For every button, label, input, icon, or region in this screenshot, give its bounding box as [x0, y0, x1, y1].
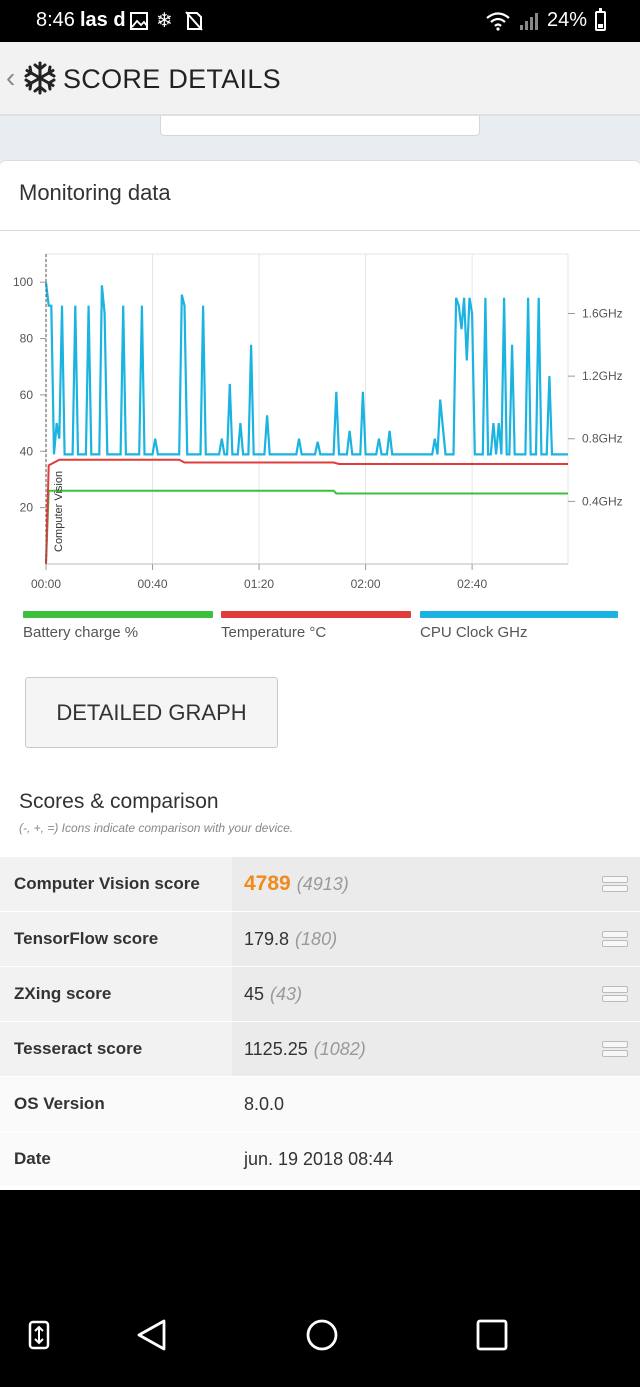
notification-text: las d	[80, 9, 126, 31]
reference-value: (43)	[270, 983, 303, 1004]
score-value: 4789	[244, 872, 291, 895]
x-tick-label: 00:40	[138, 577, 168, 591]
status-right: 24%	[485, 7, 606, 32]
row-value: 8.0.0	[232, 1077, 640, 1131]
series-line-temperature-c	[45, 458, 568, 565]
scores-title: Scores & comparison	[19, 790, 219, 813]
home-icon[interactable]	[305, 1318, 339, 1352]
info-value: 8.0.0	[244, 1093, 285, 1114]
equal-comparison-icon	[602, 931, 628, 947]
row-label: Tesseract score	[0, 1022, 232, 1076]
app-bar: ‹ SCORE DETAILS	[0, 42, 640, 116]
marker-label: Computer Vision	[53, 471, 65, 552]
legend-temperature: Temperature °C	[221, 611, 411, 651]
y-left-tick-label: 80	[20, 332, 34, 346]
y-right-tick-label: 1.6GHz	[582, 306, 623, 320]
monitoring-title: Monitoring data	[19, 180, 171, 205]
back-icon[interactable]	[136, 1318, 168, 1352]
row-label: ZXing score	[0, 967, 232, 1021]
legend-battery-swatch	[23, 611, 213, 618]
table-row-computer-vision: Computer Vision score 4789 (4913)	[0, 857, 640, 912]
row-label: TensorFlow score	[0, 912, 232, 966]
legend-battery-label: Battery charge %	[23, 624, 139, 641]
scores-subtitle: (-, +, =) Icons indicate comparison with…	[19, 821, 294, 835]
row-value: 1125.25 (1082)	[232, 1022, 640, 1076]
legend-temperature-label: Temperature °C	[221, 624, 327, 641]
reference-value: (1082)	[313, 1038, 366, 1059]
no-sim-icon	[185, 11, 203, 31]
signal-icon	[519, 12, 538, 30]
y-right-tick-label: 1.2GHz	[582, 369, 623, 383]
row-value: 45 (43)	[232, 967, 640, 1021]
monitoring-header: Monitoring data	[0, 161, 640, 231]
image-notification-icon	[130, 12, 148, 30]
battery-percent: 24%	[546, 9, 587, 31]
table-row-date: Date jun. 19 2018 08:44	[0, 1132, 640, 1187]
score-value: 1125.25	[244, 1038, 308, 1059]
wifi-icon	[486, 11, 510, 31]
table-row-os-version: OS Version 8.0.0	[0, 1077, 640, 1132]
x-tick-label: 02:00	[351, 577, 381, 591]
y-left-tick-label: 40	[20, 444, 34, 458]
row-value: 179.8 (180)	[232, 912, 640, 966]
monitoring-card: Monitoring data 00:00 00:40 01:20 02:00 02:4…	[0, 160, 640, 1190]
legend-temperature-swatch	[221, 611, 411, 618]
snowflake-logo-icon	[24, 61, 56, 95]
row-value: 4789 (4913)	[232, 857, 640, 911]
reference-value: (180)	[295, 928, 338, 949]
status-bar: 8:46 las d ❄ 24%	[0, 0, 640, 42]
equal-comparison-icon	[602, 986, 628, 1002]
series-line-battery-charge-	[45, 489, 568, 565]
row-label: OS Version	[0, 1077, 232, 1131]
reference-value: (4913)	[296, 873, 349, 894]
navigation-bar	[0, 1190, 640, 1387]
table-row-tesseract: Tesseract score 1125.25 (1082)	[0, 1022, 640, 1077]
scores-table: Computer Vision score 4789 (4913) Tensor…	[0, 857, 640, 1187]
info-value: jun. 19 2018 08:44	[244, 1148, 394, 1169]
page-title: SCORE DETAILS	[63, 64, 281, 94]
battery-icon	[595, 7, 606, 31]
back-chevron-icon[interactable]: ‹	[6, 62, 16, 93]
row-label: Computer Vision score	[0, 857, 232, 911]
monitoring-chart: 00:00 00:40 01:20 02:00 02:40 20 40 60 80 100 0.4G…	[13, 253, 623, 591]
y-left-tick-label: 100	[13, 275, 33, 289]
legend-cpu-swatch	[420, 611, 618, 618]
score-value: 45	[244, 983, 265, 1004]
series-line-cpu-clock-ghz	[44, 282, 568, 456]
legend-cpu-label: CPU Clock GHz	[420, 624, 528, 641]
x-tick-label: 02:40	[457, 577, 487, 591]
row-label: Date	[0, 1132, 232, 1186]
snowflake-notification-icon: ❄	[156, 10, 173, 32]
equal-comparison-icon	[602, 876, 628, 892]
y-right-tick-label: 0.8GHz	[582, 432, 623, 446]
equal-comparison-icon	[602, 1041, 628, 1057]
status-time: 8:46	[36, 9, 75, 31]
y-left-tick-label: 20	[20, 501, 34, 515]
previous-card-edge	[160, 116, 480, 136]
detailed-graph-button[interactable]: DETAILED GRAPH	[25, 677, 278, 748]
x-tick-label: 00:00	[31, 577, 61, 591]
screen-pin-icon[interactable]	[28, 1320, 50, 1350]
row-value: jun. 19 2018 08:44	[232, 1132, 640, 1186]
content-area: Monitoring data 00:00 00:40 01:20 02:00 02:4…	[0, 116, 640, 1190]
legend-cpu: CPU Clock GHz	[420, 611, 618, 651]
y-right-tick-label: 0.4GHz	[582, 494, 623, 508]
recents-icon[interactable]	[476, 1319, 508, 1351]
score-value: 179.8	[244, 928, 290, 949]
table-row-zxing: ZXing score 45 (43)	[0, 967, 640, 1022]
x-tick-label: 01:20	[244, 577, 274, 591]
legend-battery: Battery charge %	[23, 611, 213, 651]
y-left-tick-label: 60	[20, 388, 34, 402]
table-row-tensorflow: TensorFlow score 179.8 (180)	[0, 912, 640, 967]
